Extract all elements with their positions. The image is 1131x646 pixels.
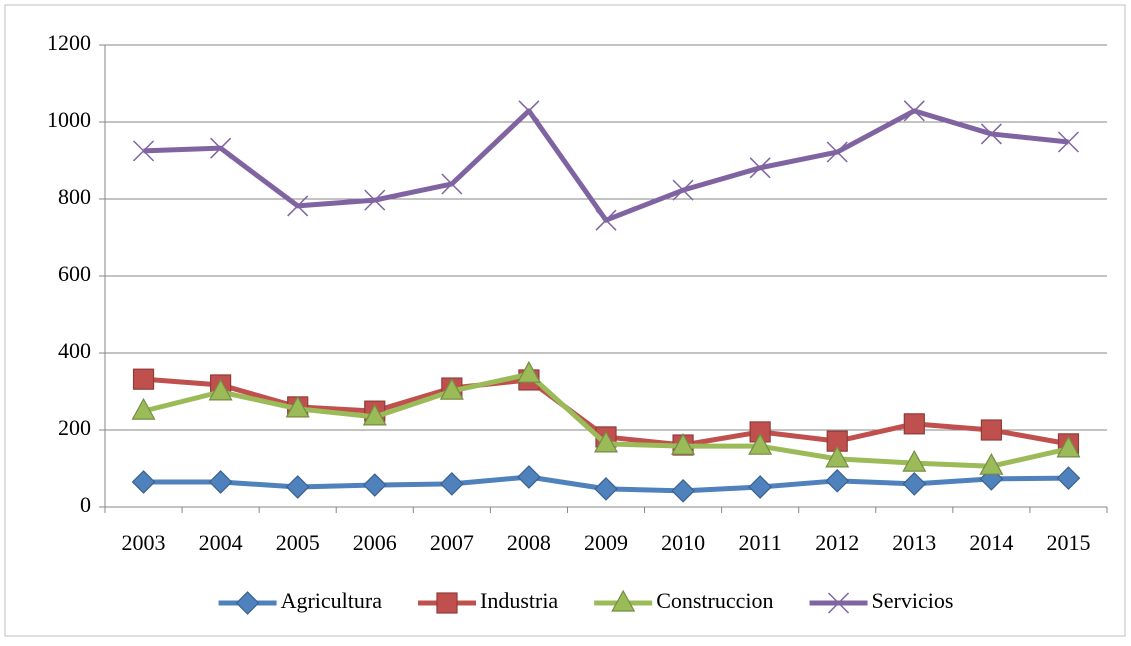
marker [208, 378, 233, 401]
marker [671, 478, 695, 503]
marker [825, 445, 850, 468]
x-tick-label: 2006 [353, 530, 397, 555]
x-tick-label: 2004 [199, 530, 243, 555]
marker [825, 468, 850, 493]
marker [285, 395, 310, 418]
marker [436, 592, 458, 614]
marker [131, 470, 156, 494]
marker [1056, 435, 1081, 458]
legend-label: Industria [480, 588, 558, 613]
marker [979, 452, 1004, 475]
marker [362, 403, 387, 426]
marker [517, 465, 541, 489]
marker [132, 368, 155, 390]
marker [903, 100, 925, 122]
x-tick-label: 2009 [584, 530, 628, 555]
y-tick-label: 600 [58, 261, 91, 286]
x-tick-label: 2011 [739, 530, 782, 555]
marker [595, 209, 617, 231]
marker [287, 195, 309, 217]
legend: Agricultura Industria Construccion Servicio… [218, 588, 954, 615]
x-tick-label: 2005 [276, 530, 320, 555]
marker [671, 432, 696, 455]
marker [1056, 466, 1081, 490]
x-tick-label: 2015 [1046, 530, 1090, 555]
marker [133, 140, 155, 162]
x-tick-label: 2014 [969, 530, 1013, 555]
marker [980, 419, 1002, 441]
y-tick-label: 800 [58, 184, 91, 209]
chart-border [4, 4, 1126, 637]
marker [210, 137, 232, 159]
y-tick-label: 1200 [47, 30, 91, 55]
legend-label: Construccion [656, 588, 773, 613]
marker [235, 591, 260, 615]
marker [208, 470, 233, 494]
marker [902, 472, 927, 496]
y-tick-label: 200 [58, 415, 91, 440]
marker [131, 397, 156, 420]
marker [285, 475, 310, 499]
marker [439, 472, 464, 496]
x-tick-label: 2012 [815, 530, 859, 555]
marker [441, 173, 463, 195]
marker [1057, 131, 1079, 153]
marker [594, 477, 618, 501]
marker [903, 413, 925, 435]
x-tick-label: 2010 [661, 530, 705, 555]
marker [902, 449, 927, 472]
y-tick-label: 400 [58, 338, 91, 363]
series [131, 465, 1081, 503]
marker [518, 100, 540, 122]
marker [364, 189, 386, 211]
x-tick-label: 2007 [430, 530, 474, 555]
series [131, 360, 1081, 475]
legend-label: Servicios [872, 588, 954, 613]
marker [611, 589, 636, 612]
marker [516, 360, 541, 383]
marker [439, 377, 464, 400]
marker [980, 123, 1002, 145]
legend-label: Agricultura [281, 588, 383, 613]
marker [826, 141, 848, 163]
marker [593, 430, 619, 453]
marker [362, 473, 387, 497]
marker [827, 592, 850, 614]
marker [748, 432, 773, 455]
x-tick-label: 2013 [892, 530, 936, 555]
marker [748, 475, 773, 499]
x-tick-label: 2008 [507, 530, 551, 555]
y-tick-label: 0 [80, 492, 91, 517]
series [133, 100, 1079, 231]
y-tick-label: 1000 [47, 107, 91, 132]
x-tick-label: 2003 [122, 530, 166, 555]
marker [749, 157, 771, 179]
marker [672, 179, 694, 201]
